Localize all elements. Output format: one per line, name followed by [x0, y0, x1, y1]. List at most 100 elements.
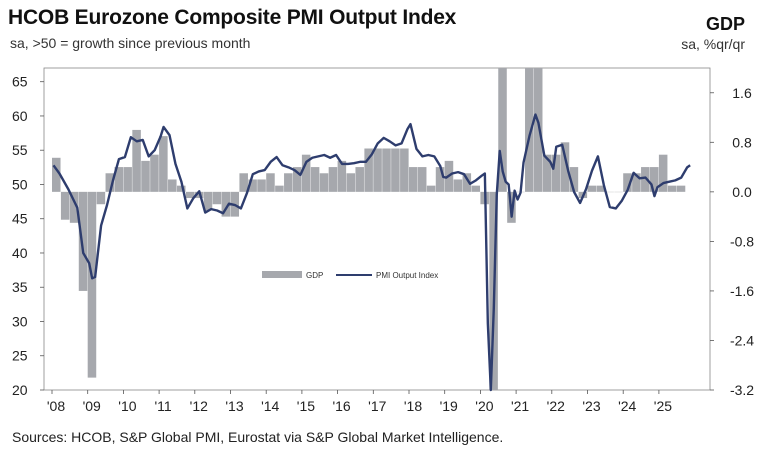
gdp-bar	[658, 154, 668, 192]
x-tick-label: '08	[47, 398, 65, 414]
gdp-bar	[382, 148, 391, 192]
x-tick-label: '25	[654, 398, 672, 414]
left-tick-label: 65	[12, 74, 28, 90]
x-tick-label: '14	[261, 398, 279, 414]
right-axis-subtitle: sa, %qr/qr	[681, 36, 745, 52]
gdp-bar	[355, 167, 364, 192]
gdp-bar	[69, 191, 79, 223]
gdp-bar	[641, 167, 650, 192]
x-tick-label: '09	[83, 398, 101, 414]
gdp-bar	[60, 191, 70, 220]
gdp-bar	[417, 167, 427, 192]
gdp-bar	[212, 191, 222, 205]
gdp-bar	[498, 68, 507, 192]
gdp-bar	[257, 179, 266, 192]
gdp-bar	[328, 167, 338, 192]
left-tick-label: 40	[12, 245, 28, 261]
right-tick-label: -0.8	[730, 233, 754, 249]
gdp-bar	[400, 148, 409, 192]
gdp-bar	[453, 179, 463, 192]
gdp-bar	[132, 129, 141, 192]
gdp-bar	[632, 173, 641, 192]
x-tick-label: '12	[190, 398, 208, 414]
gdp-bars	[52, 68, 686, 390]
gdp-bar	[623, 173, 632, 192]
x-tick-label: '13	[225, 398, 243, 414]
gdp-bar	[587, 185, 597, 192]
left-tick-label: 30	[12, 313, 28, 329]
left-tick-label: 60	[12, 108, 28, 124]
gdp-bar	[409, 167, 418, 192]
gdp-bar	[569, 167, 579, 192]
gdp-bar	[52, 157, 61, 192]
gdp-bar	[462, 173, 472, 192]
gdp-bar	[364, 148, 373, 192]
gdp-bar	[301, 154, 311, 192]
gdp-bar	[667, 185, 677, 192]
gdp-bar	[123, 167, 132, 192]
left-tick-label: 35	[12, 279, 28, 295]
gdp-bar	[346, 173, 356, 192]
left-tick-label: 25	[12, 348, 28, 364]
gdp-bar	[426, 185, 436, 192]
pmi-line-group	[52, 113, 691, 392]
x-tick-label: '21	[511, 398, 529, 414]
right-tick-label: -3.2	[730, 382, 754, 398]
right-tick-label: 1.6	[732, 85, 752, 101]
x-tick-label: '11	[154, 398, 171, 414]
gdp-bar	[168, 179, 177, 192]
legend: GDP PMI Output Index	[262, 271, 438, 280]
gdp-bar	[560, 142, 570, 192]
gdp-bar	[275, 185, 284, 192]
gdp-bar	[150, 154, 159, 192]
legend-pmi-label: PMI Output Index	[376, 271, 438, 280]
x-tick-label: '17	[368, 398, 386, 414]
gdp-bar	[159, 136, 168, 192]
legend-gdp-label: GDP	[306, 271, 323, 280]
legend-gdp-swatch	[262, 271, 302, 278]
right-tick-label: -2.4	[730, 332, 754, 348]
gdp-bar	[310, 167, 320, 192]
right-tick-label: 0.8	[732, 134, 752, 150]
gdp-bar	[542, 154, 552, 192]
x-tick-label: '23	[582, 398, 600, 414]
gdp-bar	[551, 154, 561, 192]
sources-note: Sources: HCOB, S&P Global PMI, Eurostat …	[12, 429, 504, 445]
gdp-bar	[185, 191, 195, 199]
left-tick-label: 20	[12, 382, 28, 398]
x-tick-label: '22	[547, 398, 565, 414]
right-tick-label: 0.0	[732, 184, 752, 200]
left-tick-label: 50	[12, 176, 28, 192]
gdp-bar	[676, 185, 686, 192]
gdp-bar	[284, 173, 293, 192]
chart-title: HCOB Eurozone Composite PMI Output Index	[8, 6, 457, 29]
gdp-bar	[292, 167, 302, 192]
axes: 20 25 30 35 40 45 50 55 60 65 1.6 0.8 0.0 -0.8 -1.6 -2.…	[12, 74, 754, 414]
gdp-bar	[533, 68, 543, 192]
gdp-bar	[203, 191, 213, 211]
left-tick-label: 45	[12, 211, 28, 227]
right-tick-label: -1.6	[730, 283, 754, 299]
gdp-bar	[114, 167, 124, 192]
x-tick-label: '10	[118, 398, 136, 414]
x-tick-label: '24	[618, 398, 636, 414]
gdp-bar	[105, 173, 115, 192]
chart-subtitle: sa, >50 = growth since previous month	[10, 35, 251, 51]
gdp-bar	[319, 173, 329, 192]
gdp-bar	[239, 173, 248, 192]
x-tick-label: '15	[297, 398, 315, 414]
gdp-bar	[391, 148, 400, 192]
pmi-line	[52, 113, 691, 392]
gdp-bar	[176, 185, 186, 192]
gdp-bar	[373, 148, 382, 192]
x-tick-label: '18	[404, 398, 422, 414]
gdp-bar	[141, 160, 150, 192]
gdp-bar	[266, 173, 275, 192]
gdp-bar	[248, 179, 257, 192]
plot-frame	[43, 67, 711, 391]
right-axis-title: GDP	[705, 14, 745, 34]
gdp-bar	[221, 191, 231, 217]
gdp-bar	[471, 185, 481, 192]
gdp-bar	[435, 167, 445, 192]
